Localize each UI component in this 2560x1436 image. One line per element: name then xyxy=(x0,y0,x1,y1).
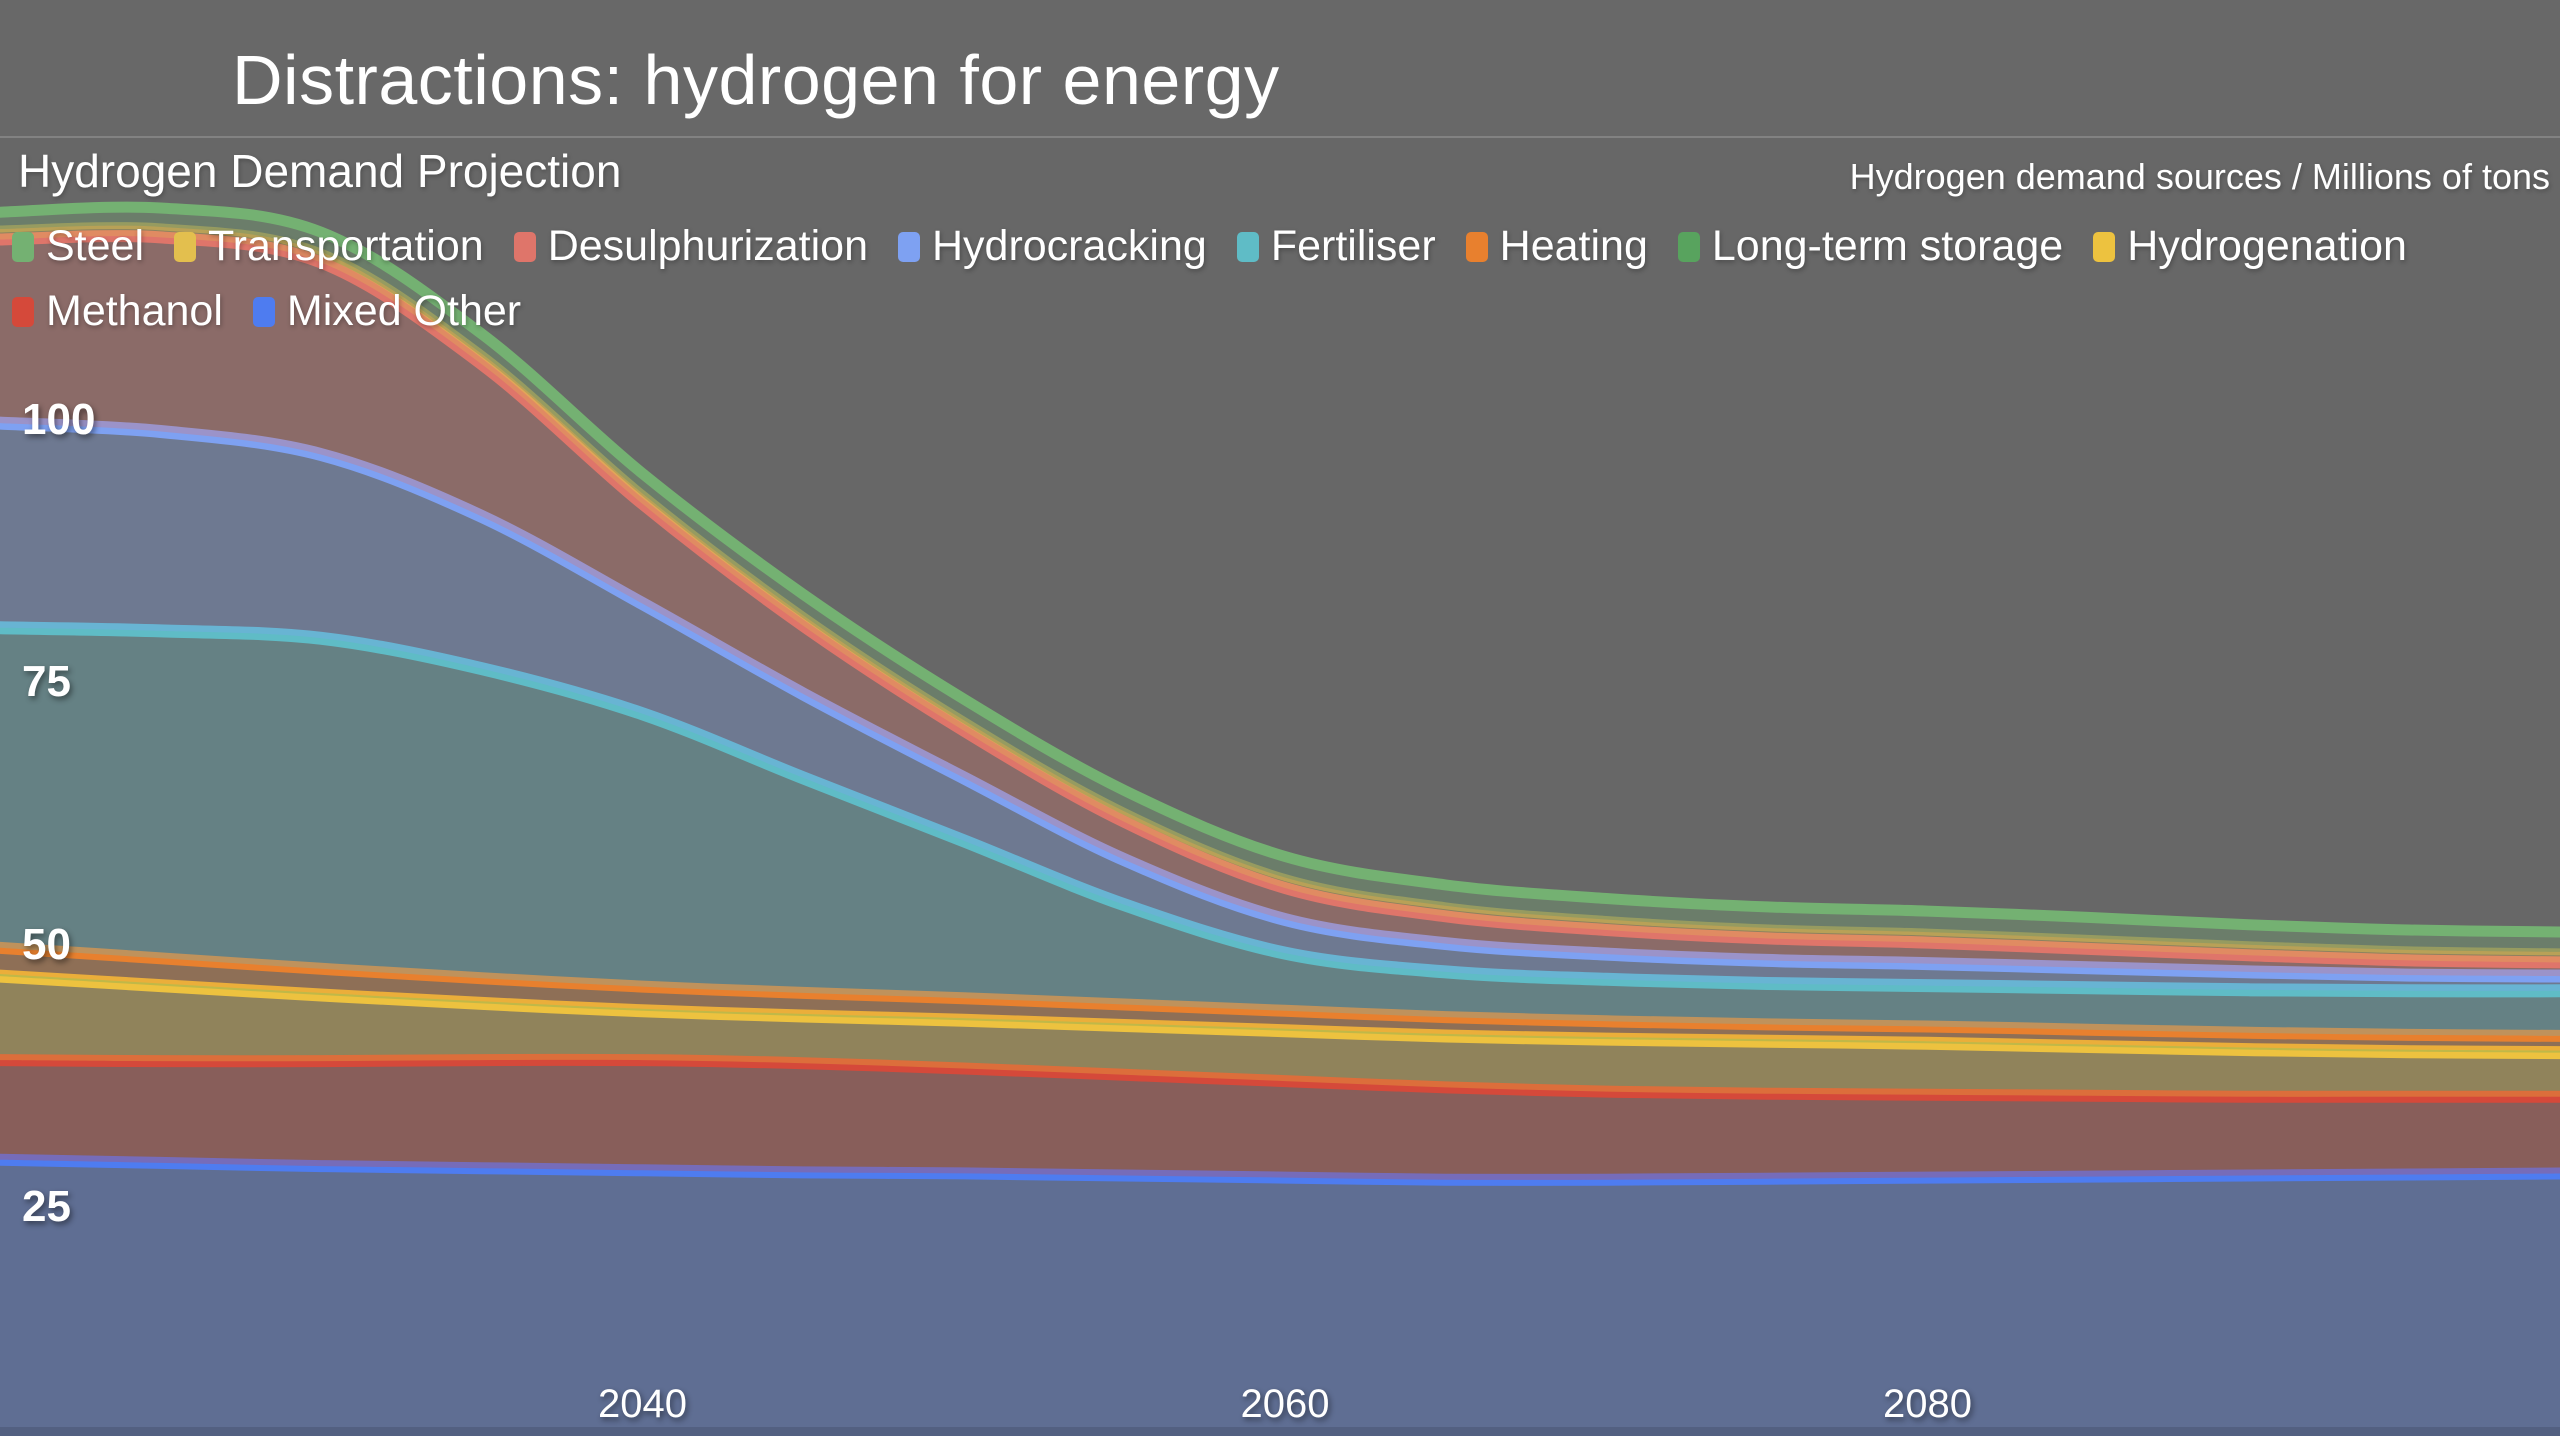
legend-label-hydrocracking: Hydrocracking xyxy=(931,222,1207,270)
legend-label-mixed-other: Mixed Other xyxy=(286,287,522,335)
y-axis-tick-50: 50 xyxy=(22,919,71,969)
legend-swatch-hydrocracking xyxy=(897,231,920,262)
series-line-desulphurization xyxy=(0,230,2560,969)
y-axis-tick-75: 75 xyxy=(22,657,71,707)
chart-unit-label: Hydrogen demand sources / Millions of to… xyxy=(1849,156,2550,197)
series-line-fertiliser xyxy=(0,621,2560,998)
legend-label-transportation: Transportation xyxy=(208,222,484,270)
legend-item-long-term-storage[interactable]: Long-term storage xyxy=(1677,222,2064,271)
legend-item-transportation[interactable]: Transportation xyxy=(174,222,484,271)
legend-item-desulphurization[interactable]: Desulphurization xyxy=(513,222,868,271)
x-axis-tick-2040: 2040 xyxy=(598,1382,687,1426)
area-band-hydrocracking xyxy=(0,423,2560,991)
legend-label-fertiliser: Fertiliser xyxy=(1270,222,1436,270)
legend-swatch-mixed-other xyxy=(252,296,275,327)
legend-item-steel[interactable]: Steel xyxy=(12,222,144,271)
legend-item-fertiliser[interactable]: Fertiliser xyxy=(1236,222,1436,271)
plot-bottom-edge xyxy=(0,1427,2560,1436)
x-axis-tick-2080: 2080 xyxy=(1883,1382,1972,1426)
legend-swatch-desulphurization xyxy=(513,231,536,262)
series-line-hydrogenation xyxy=(0,969,2560,1060)
legend-item-heating[interactable]: Heating xyxy=(1465,222,1648,271)
legend-swatch-steel xyxy=(12,231,34,262)
legend-item-mixed-other[interactable]: Mixed Other xyxy=(252,287,522,336)
legend-label-hydrogenation: Hydrogenation xyxy=(2127,222,2407,270)
legend-item-hydrogenation[interactable]: Hydrogenation xyxy=(2093,222,2407,271)
legend-swatch-hydrogenation xyxy=(2093,231,2116,262)
legend-swatch-transportation xyxy=(174,231,197,262)
legend-item-hydrocracking[interactable]: Hydrocracking xyxy=(897,222,1207,271)
area-band-fertiliser xyxy=(0,627,2560,1036)
legend-item-methanol[interactable]: Methanol xyxy=(12,287,223,336)
series-line-mixed-other xyxy=(0,1153,2560,1186)
x-axis-tick-2060: 2060 xyxy=(1240,1382,1330,1426)
legend-label-desulphurization: Desulphurization xyxy=(547,222,868,270)
y-axis-tick-25: 25 xyxy=(22,1181,71,1231)
series-line-heating xyxy=(0,941,2560,1042)
legend-label-steel: Steel xyxy=(46,222,145,270)
legend-swatch-heating xyxy=(1465,231,1488,262)
area-band-heating xyxy=(0,947,2560,1051)
y-axis-tick-100: 100 xyxy=(22,395,96,444)
legend-swatch-fertiliser xyxy=(1236,231,1259,262)
legend-label-heating: Heating xyxy=(1499,222,1648,270)
legend-swatch-methanol xyxy=(12,296,34,327)
chart-area: Hydrogen Demand Projection Hydrogen dema… xyxy=(0,138,2560,1436)
area-band-methanol xyxy=(0,1059,2560,1180)
legend-label-long-term-storage: Long-term storage xyxy=(1711,222,2064,270)
series-line-hydrocracking xyxy=(0,416,2560,983)
series-line-methanol xyxy=(0,1053,2560,1103)
chart-legend: Steel Transportation Desulphurization Hydro… xyxy=(12,222,2554,336)
series-line-steel xyxy=(0,201,2560,938)
area-band-mixed-other xyxy=(0,1159,2560,1436)
legend-swatch-long-term-storage xyxy=(1677,231,1700,262)
chart-title: Hydrogen Demand Projection xyxy=(18,145,622,197)
stacked-area-plot xyxy=(0,201,2560,1436)
slide-title: Distractions: hydrogen for energy xyxy=(232,41,1280,119)
legend-label-methanol: Methanol xyxy=(46,287,223,335)
series-line-transportation xyxy=(0,222,2560,956)
slide-header: Distractions: hydrogen for energy xyxy=(0,0,2560,138)
